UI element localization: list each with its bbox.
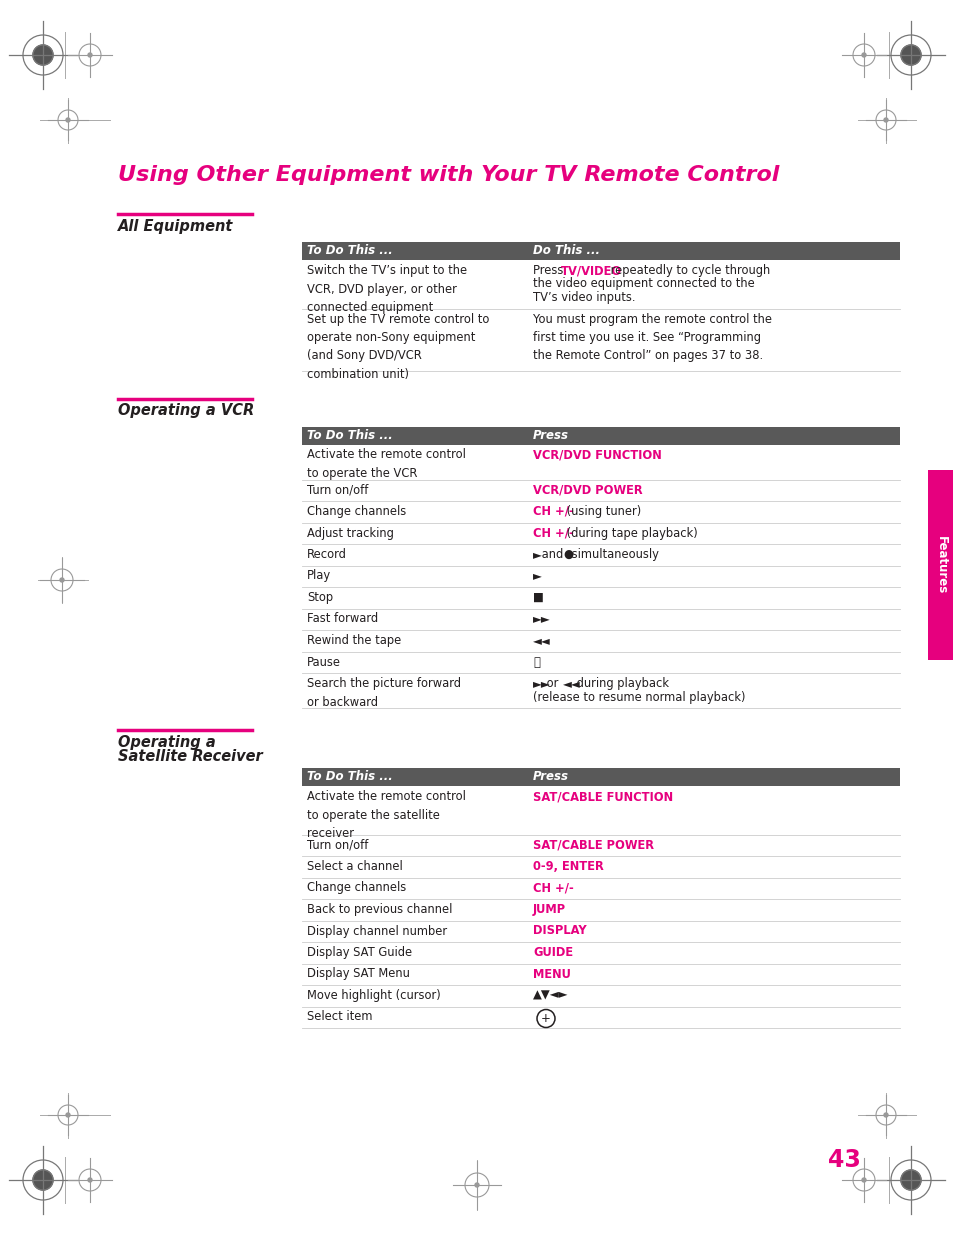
Text: ■: ■ (533, 592, 543, 604)
Text: 0-9, ENTER: 0-9, ENTER (533, 860, 603, 873)
FancyBboxPatch shape (302, 426, 899, 445)
Circle shape (33, 44, 53, 65)
Text: ►►: ►► (533, 613, 550, 625)
Text: DISPLAY: DISPLAY (533, 925, 586, 937)
FancyBboxPatch shape (302, 242, 899, 261)
Text: CH +/-: CH +/- (533, 882, 573, 894)
Text: and: and (537, 548, 566, 561)
Text: simultaneously: simultaneously (567, 548, 659, 561)
Text: All Equipment: All Equipment (118, 219, 233, 233)
Circle shape (88, 1178, 91, 1182)
Text: VCR/DVD FUNCTION: VCR/DVD FUNCTION (533, 448, 661, 462)
Text: You must program the remote control the
first time you use it. See “Programming
: You must program the remote control the … (533, 312, 771, 363)
Text: Satellite Receiver: Satellite Receiver (118, 748, 262, 764)
Circle shape (475, 1183, 478, 1187)
Text: during playback: during playback (573, 677, 668, 690)
Text: Turn on/off: Turn on/off (307, 483, 368, 496)
Text: Press: Press (533, 264, 566, 277)
Text: Back to previous channel: Back to previous channel (307, 903, 452, 916)
Circle shape (883, 1113, 887, 1116)
Text: Move highlight (cursor): Move highlight (cursor) (307, 989, 440, 1002)
Text: Features: Features (934, 536, 946, 594)
Text: GUIDE: GUIDE (533, 946, 573, 960)
Text: the video equipment connected to the: the video equipment connected to the (533, 278, 754, 290)
FancyBboxPatch shape (302, 768, 899, 785)
Text: +: + (540, 1011, 551, 1025)
Text: TV’s video inputs.: TV’s video inputs. (533, 291, 635, 304)
Text: or: or (542, 677, 561, 690)
Text: ►: ► (533, 569, 541, 583)
Text: ◄◄: ◄◄ (562, 677, 580, 690)
Text: Display SAT Menu: Display SAT Menu (307, 967, 410, 981)
Text: Adjust tracking: Adjust tracking (307, 526, 394, 540)
Circle shape (862, 53, 865, 57)
Text: Display channel number: Display channel number (307, 925, 447, 937)
Text: Activate the remote control
to operate the satellite
receiver: Activate the remote control to operate t… (307, 790, 465, 840)
Circle shape (862, 1178, 865, 1182)
Text: Switch the TV’s input to the
VCR, DVD player, or other
connected equipment: Switch the TV’s input to the VCR, DVD pl… (307, 264, 467, 314)
Text: ⏸: ⏸ (533, 656, 539, 668)
Text: ►►: ►► (533, 677, 550, 690)
FancyBboxPatch shape (927, 471, 953, 659)
Text: Set up the TV remote control to
operate non-Sony equipment
(and Sony DVD/VCR
com: Set up the TV remote control to operate … (307, 312, 489, 382)
Text: ►: ► (533, 548, 541, 561)
Text: Fast forward: Fast forward (307, 613, 377, 625)
Text: CH +/-: CH +/- (533, 526, 573, 540)
Text: Operating a VCR: Operating a VCR (118, 404, 254, 419)
Circle shape (66, 1113, 70, 1116)
Text: Turn on/off: Turn on/off (307, 839, 368, 851)
Text: Record: Record (307, 548, 347, 561)
Text: MENU: MENU (533, 967, 570, 981)
Text: VCR/DVD POWER: VCR/DVD POWER (533, 483, 642, 496)
Text: Change channels: Change channels (307, 505, 406, 517)
Text: TV/VIDEO: TV/VIDEO (560, 264, 621, 277)
Text: Pause: Pause (307, 656, 340, 668)
Text: (using tuner): (using tuner) (562, 505, 640, 517)
Text: Select a channel: Select a channel (307, 860, 402, 873)
Text: ●: ● (562, 548, 573, 561)
Text: ▲▼◄►: ▲▼◄► (533, 989, 568, 1002)
Circle shape (883, 119, 887, 122)
Text: Using Other Equipment with Your TV Remote Control: Using Other Equipment with Your TV Remot… (118, 165, 779, 185)
Circle shape (900, 1170, 920, 1191)
Text: SAT/CABLE POWER: SAT/CABLE POWER (533, 839, 654, 851)
Text: Select item: Select item (307, 1010, 372, 1024)
Circle shape (33, 1170, 53, 1191)
Circle shape (900, 44, 920, 65)
Text: JUMP: JUMP (533, 903, 565, 916)
Text: Press: Press (533, 429, 568, 442)
Text: Rewind the tape: Rewind the tape (307, 634, 401, 647)
Text: Press: Press (533, 771, 568, 783)
Circle shape (66, 119, 70, 122)
Text: To Do This ...: To Do This ... (307, 429, 393, 442)
Text: Do This ...: Do This ... (533, 245, 599, 258)
Text: 43: 43 (827, 1149, 860, 1172)
Text: Activate the remote control
to operate the VCR: Activate the remote control to operate t… (307, 448, 465, 480)
Circle shape (60, 578, 64, 582)
Text: Operating a: Operating a (118, 735, 215, 750)
Text: ◄◄: ◄◄ (533, 634, 550, 647)
Circle shape (88, 53, 91, 57)
Text: Display SAT Guide: Display SAT Guide (307, 946, 412, 960)
Text: repeatedly to cycle through: repeatedly to cycle through (606, 264, 769, 277)
Text: Stop: Stop (307, 592, 333, 604)
Text: Change channels: Change channels (307, 882, 406, 894)
Text: Play: Play (307, 569, 331, 583)
Text: (during tape playback): (during tape playback) (562, 526, 697, 540)
Text: CH +/-: CH +/- (533, 505, 573, 517)
Text: To Do This ...: To Do This ... (307, 245, 393, 258)
Text: (release to resume normal playback): (release to resume normal playback) (533, 690, 744, 704)
Text: SAT/CABLE FUNCTION: SAT/CABLE FUNCTION (533, 790, 673, 803)
Text: Search the picture forward
or backward: Search the picture forward or backward (307, 677, 460, 709)
Text: To Do This ...: To Do This ... (307, 771, 393, 783)
